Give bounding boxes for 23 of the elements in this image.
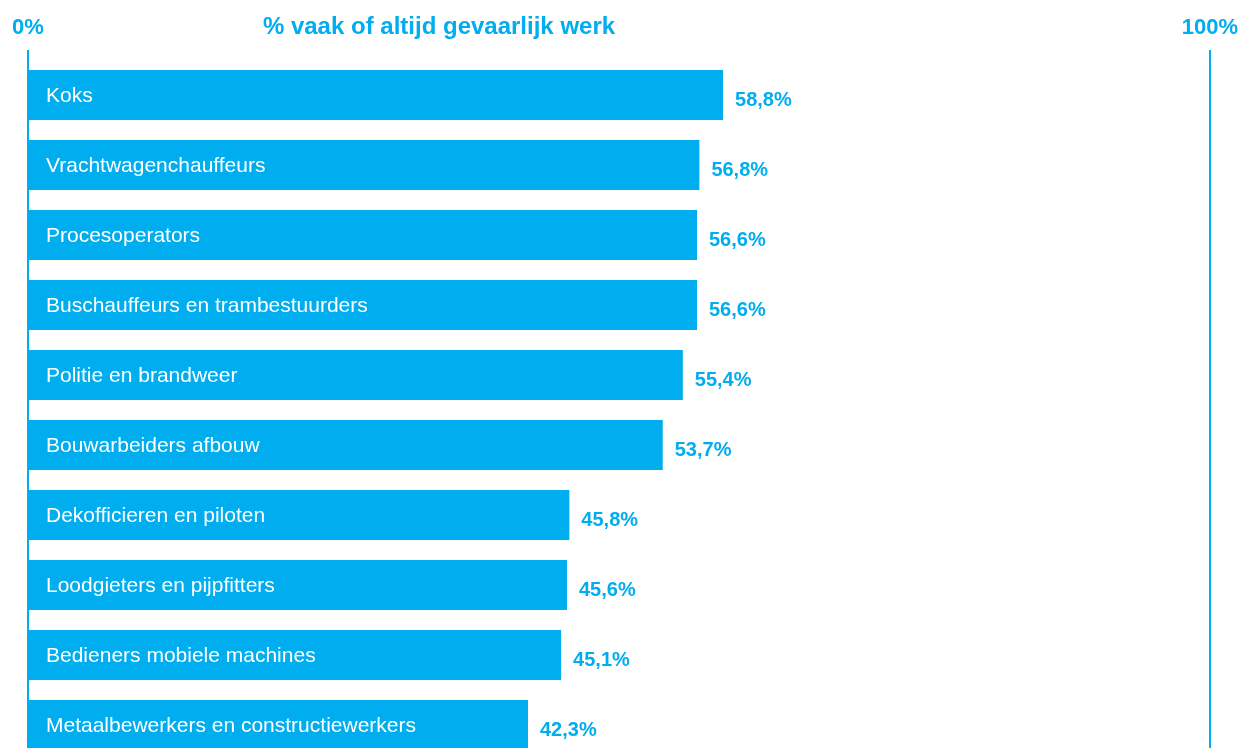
y-tick-label: Loodgieters en pijpfitters: [46, 573, 275, 597]
x-tick-label: 0%: [12, 14, 44, 39]
y-tick-label: Dekofficieren en piloten: [46, 503, 266, 527]
chart-title: % vaak of altijd gevaarlijk werk: [262, 12, 616, 39]
x-tick-label: 100%: [1181, 14, 1239, 39]
y-tick-label: Bedieners mobiele machines: [46, 643, 316, 667]
y-tick-label: Vrachtwagenchauffeurs: [46, 153, 266, 177]
data-label: 56,6%: [709, 298, 766, 320]
y-tick-label: Politie en brandweer: [46, 363, 238, 387]
data-label: 55,4%: [694, 368, 752, 390]
y-tick-label: Koks: [46, 83, 93, 107]
y-tick-label: Metaalbewerkers en constructiewerkers: [46, 713, 416, 737]
data-label: 56,8%: [711, 158, 769, 180]
y-tick-label: Buschauffeurs en trambestuurders: [46, 293, 368, 317]
data-label: 45,1%: [573, 648, 631, 670]
y-tick-label: Procesoperators: [46, 223, 201, 247]
data-label: 45,6%: [578, 578, 636, 600]
data-label: 58,8%: [735, 88, 792, 110]
data-label: 45,8%: [581, 508, 639, 530]
data-label: 53,7%: [674, 438, 732, 460]
data-label: 42,3%: [539, 718, 597, 740]
data-label: 56,6%: [709, 228, 766, 250]
y-tick-label: Bouwarbeiders afbouw: [46, 433, 261, 457]
